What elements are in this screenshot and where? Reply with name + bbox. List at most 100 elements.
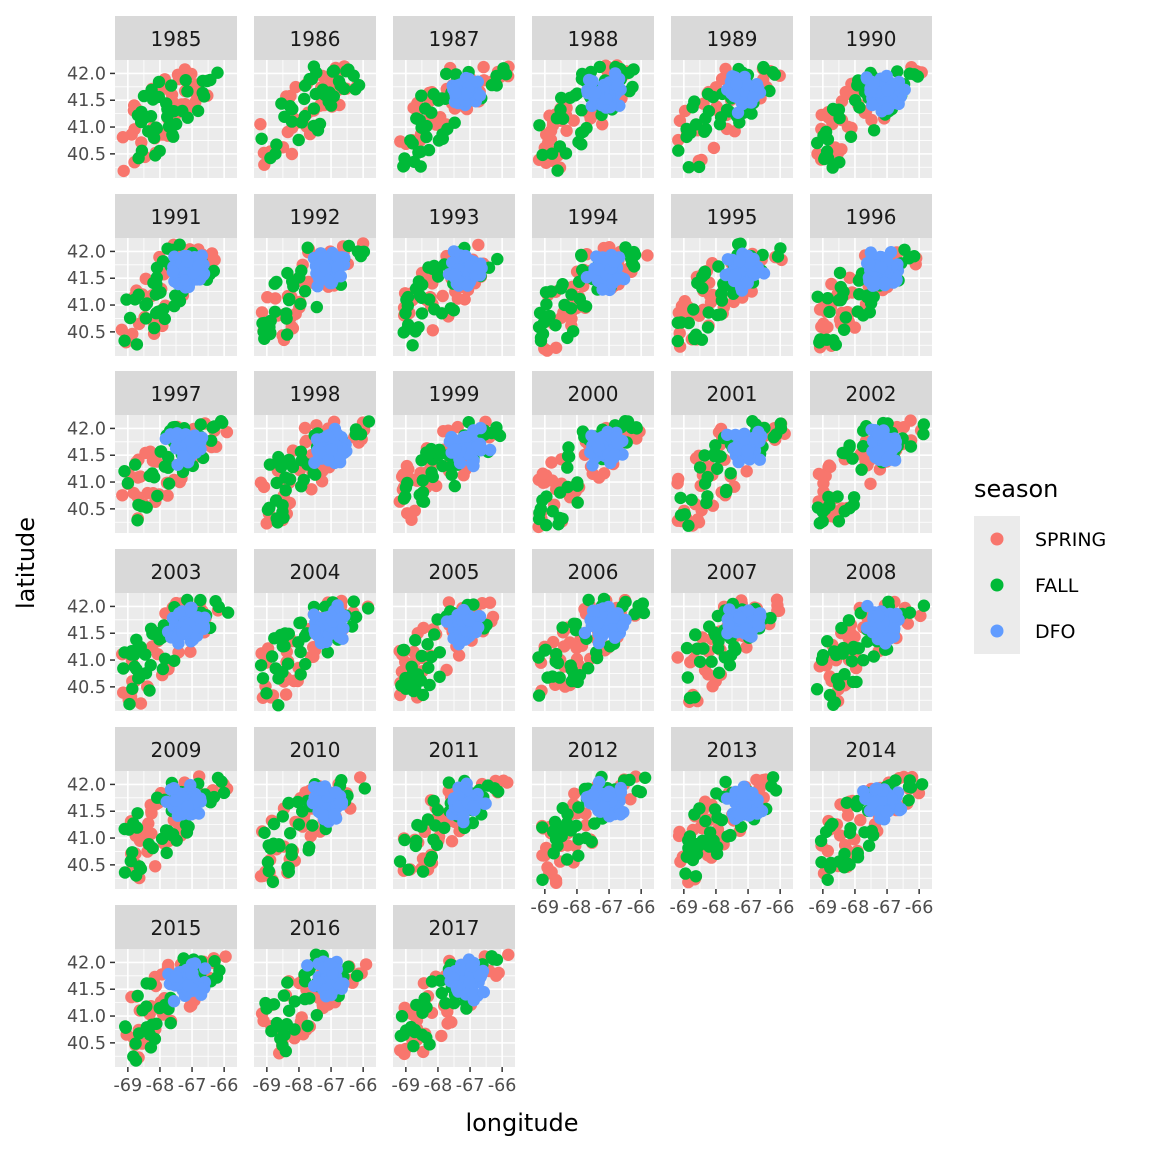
point-fall — [417, 474, 429, 486]
point-fall — [312, 124, 324, 136]
point-fall — [281, 1018, 293, 1030]
point-fall — [302, 242, 314, 254]
point-dfo — [199, 962, 211, 974]
point-dfo — [741, 78, 753, 90]
point-fall — [132, 152, 144, 164]
point-dfo — [749, 433, 761, 445]
point-fall — [814, 333, 826, 345]
point-dfo — [884, 450, 896, 462]
point-dfo — [609, 67, 621, 79]
point-fall — [263, 502, 275, 514]
point-fall — [350, 428, 362, 440]
point-fall — [424, 855, 436, 867]
point-fall — [540, 519, 552, 531]
point-fall — [151, 262, 163, 274]
point-fall — [775, 422, 787, 434]
facet-strip-label: 2010 — [290, 738, 341, 762]
point-dfo — [753, 614, 765, 626]
x-tick-label: -67 — [734, 898, 763, 918]
point-fall — [195, 418, 207, 430]
point-fall — [159, 653, 171, 665]
y-tick-label: 40.5 — [67, 856, 106, 876]
point-fall — [565, 302, 577, 314]
point-dfo — [457, 811, 469, 823]
point-fall — [774, 242, 786, 254]
point-spring — [219, 950, 231, 962]
point-fall — [131, 514, 143, 526]
point-dfo — [180, 625, 192, 637]
point-dfo — [751, 807, 763, 819]
point-dfo — [748, 91, 760, 103]
point-fall — [561, 853, 573, 865]
point-spring — [286, 148, 298, 160]
point-fall — [146, 1018, 158, 1030]
point-spring — [258, 481, 270, 493]
x-tick-label: -66 — [627, 898, 656, 918]
point-fall — [840, 311, 852, 323]
point-spring — [864, 478, 876, 490]
point-fall — [842, 858, 854, 870]
point-dfo — [879, 277, 891, 289]
point-fall — [550, 833, 562, 845]
y-tick-label: 41.5 — [67, 446, 106, 466]
point-fall — [681, 642, 693, 654]
point-fall — [145, 1041, 157, 1053]
point-fall — [534, 307, 546, 319]
point-fall — [844, 827, 856, 839]
point-dfo — [472, 262, 484, 274]
point-fall — [428, 628, 440, 640]
point-fall — [166, 829, 178, 841]
point-fall — [825, 857, 837, 869]
point-fall — [552, 657, 564, 669]
point-fall — [812, 291, 824, 303]
point-fall — [843, 441, 855, 453]
point-fall — [831, 490, 843, 502]
point-spring — [437, 290, 449, 302]
point-fall — [295, 265, 307, 277]
x-tick-label: -68 — [285, 1076, 314, 1096]
point-fall — [867, 829, 879, 841]
y-tick-label: 40.5 — [67, 323, 106, 343]
point-fall — [689, 628, 701, 640]
facet-strip-label: 1997 — [151, 382, 202, 406]
point-fall — [278, 989, 290, 1001]
facet-panel-2016: 2016-69-68-67-66 — [253, 905, 378, 1096]
point-spring — [501, 776, 513, 788]
point-fall — [255, 659, 267, 671]
point-fall — [715, 111, 727, 123]
point-dfo — [460, 431, 472, 443]
facet-panel-2010: 2010 — [254, 727, 376, 889]
x-tick-label: -68 — [841, 898, 870, 918]
point-fall — [272, 516, 284, 528]
point-fall — [427, 834, 439, 846]
facet-panel-2012: 2012-69-68-67-66 — [531, 727, 656, 918]
point-fall — [299, 993, 311, 1005]
facet-strip-label: 2007 — [707, 560, 758, 584]
point-dfo — [612, 79, 624, 91]
point-dfo — [193, 807, 205, 819]
point-dfo — [593, 628, 605, 640]
point-fall — [420, 1031, 432, 1043]
point-fall — [834, 267, 846, 279]
point-fall — [136, 1004, 148, 1016]
point-fall — [580, 122, 592, 134]
point-fall — [556, 278, 568, 290]
point-fall — [129, 458, 141, 470]
point-dfo — [185, 435, 197, 447]
point-fall — [420, 131, 432, 143]
point-fall — [270, 276, 282, 288]
point-spring — [305, 830, 317, 842]
point-dfo — [609, 632, 621, 644]
point-fall — [127, 1050, 139, 1062]
facet-panel-2014: 2014-69-68-67-66 — [809, 727, 934, 918]
point-fall — [572, 850, 584, 862]
point-spring — [865, 114, 877, 126]
point-dfo — [603, 810, 615, 822]
point-fall — [263, 865, 275, 877]
point-spring — [435, 1030, 447, 1042]
point-fall — [215, 415, 227, 427]
point-fall — [267, 876, 279, 888]
